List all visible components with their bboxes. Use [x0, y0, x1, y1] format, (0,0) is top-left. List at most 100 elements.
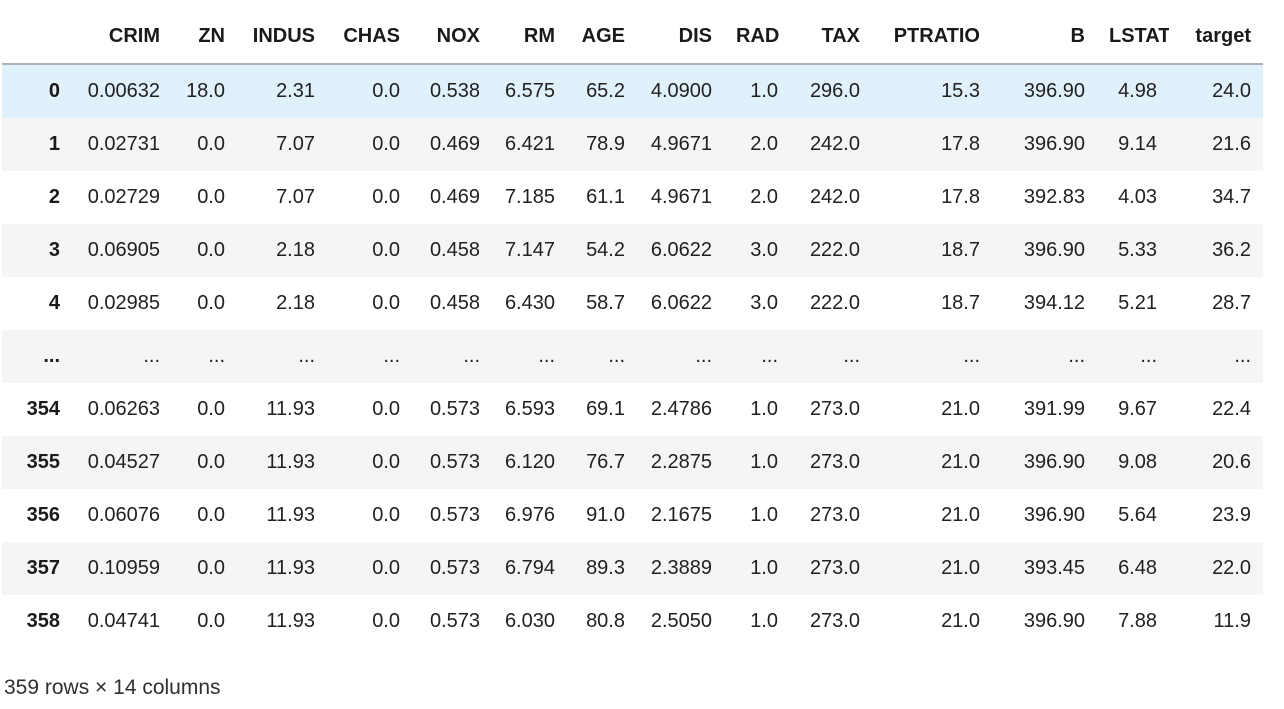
- table-cell: 1.0: [750, 504, 778, 526]
- table-cell: 9.08: [1118, 451, 1157, 473]
- table-cell: 0.02729: [87, 186, 160, 208]
- table-cell: 6.0622: [650, 239, 712, 261]
- table-cell: 0.0: [372, 504, 400, 526]
- table-cell: 54.2: [586, 239, 625, 261]
- table-cell: 0.06263: [87, 398, 160, 420]
- table-cell: 273.0: [809, 557, 860, 579]
- row-index-cell: 355: [26, 451, 60, 473]
- table-cell: 0.573: [429, 398, 480, 420]
- table-header: CRIM ZN INDUS CHAS NOX RM AGE DIS RAD TAX PTRATIO B…: [2, 10, 1263, 65]
- table-cell: 0.0: [197, 133, 225, 155]
- table-cell: 11.93: [266, 557, 315, 579]
- column-header-b: B: [992, 10, 1097, 65]
- table-cell: 1.0: [750, 451, 778, 473]
- table-cell: 18.7: [941, 239, 980, 261]
- table-cell: 17.8: [941, 186, 980, 208]
- table-cell: 11.9: [1213, 610, 1251, 632]
- table-cell: 3.0: [750, 292, 778, 314]
- table-cell: 0.0: [197, 451, 225, 473]
- table-cell: 242.0: [809, 186, 860, 208]
- table-cell: 15.3: [941, 80, 980, 102]
- table-cell: ...: [963, 345, 980, 367]
- table-cell: 0.0: [197, 610, 225, 632]
- row-index-cell: ...: [43, 345, 60, 367]
- table-cell: ...: [1068, 345, 1085, 367]
- table-cell: 2.5050: [650, 610, 712, 632]
- row-index-cell: 3: [48, 239, 60, 261]
- table-cell: 22.4: [1212, 398, 1251, 420]
- table-cell: 65.2: [586, 80, 625, 102]
- row-index-cell: 4: [48, 292, 60, 314]
- table-cell: 4.03: [1118, 186, 1157, 208]
- table-row: 356 0.06076 0.0 11.93 0.0 0.573 6.976 91.0 2.167…: [2, 489, 1263, 542]
- table-cell: 7.185: [504, 186, 555, 208]
- table-cell: 222.0: [809, 292, 860, 314]
- table-cell: 18.7: [941, 292, 980, 314]
- table-cell: 11.93: [266, 504, 315, 526]
- table-cell: 6.48: [1118, 557, 1157, 579]
- table-cell: 394.12: [1023, 292, 1085, 314]
- column-header-tax: TAX: [790, 10, 872, 65]
- table-cell: 7.07: [276, 133, 315, 155]
- table-cell: 1.0: [750, 398, 778, 420]
- table-row: 358 0.04741 0.0 11.93 0.0 0.573 6.030 80.8 2.505…: [2, 595, 1263, 648]
- table-cell: 4.9671: [650, 186, 712, 208]
- table-cell: 6.794: [504, 557, 555, 579]
- row-index-cell: 356: [26, 504, 60, 526]
- table-cell: 396.90: [1023, 239, 1085, 261]
- table-cell: 11.93: [266, 451, 315, 473]
- table-cell: 18.0: [186, 80, 225, 102]
- column-header-chas: CHAS: [327, 10, 412, 65]
- table-cell: 11.93: [266, 398, 315, 420]
- table-cell: ...: [298, 345, 315, 367]
- table-cell: 0.04741: [87, 610, 160, 632]
- table-cell: 23.9: [1212, 504, 1251, 526]
- table-cell: 2.18: [276, 239, 315, 261]
- table-cell: 0.0: [197, 504, 225, 526]
- column-header-crim: CRIM: [72, 10, 172, 65]
- table-cell: 242.0: [809, 133, 860, 155]
- table-cell: 0.02731: [87, 133, 160, 155]
- row-index-cell: 0: [48, 80, 60, 102]
- corner-blank-header: [2, 10, 72, 65]
- table-cell: ...: [208, 345, 225, 367]
- table-cell: 28.7: [1212, 292, 1251, 314]
- table-cell: 36.2: [1212, 239, 1251, 261]
- table-cell: 17.8: [941, 133, 980, 155]
- table-cell: ...: [695, 345, 712, 367]
- row-column-summary: 359 rows × 14 columns: [4, 676, 221, 699]
- table-cell: 0.0: [372, 557, 400, 579]
- table-cell: 61.1: [586, 186, 625, 208]
- table-cell: 2.0: [750, 186, 778, 208]
- table-cell: ...: [143, 345, 160, 367]
- table-cell: 0.469: [429, 186, 480, 208]
- table-cell: ...: [463, 345, 480, 367]
- table-cell: 7.88: [1118, 610, 1157, 632]
- table-cell: 4.9671: [650, 133, 712, 155]
- table-cell: 1.0: [750, 610, 778, 632]
- table-cell: 0.573: [429, 504, 480, 526]
- table-cell: 9.67: [1118, 398, 1157, 420]
- table-cell: 0.10959: [87, 557, 160, 579]
- table-cell: 21.0: [941, 557, 980, 579]
- table-cell: 7.07: [276, 186, 315, 208]
- table-cell: 20.6: [1212, 451, 1251, 473]
- table-cell: 2.18: [276, 292, 315, 314]
- table-cell: ...: [761, 345, 778, 367]
- table-cell: 9.14: [1118, 133, 1157, 155]
- table-cell: 296.0: [809, 80, 860, 102]
- table-row: 2 0.02729 0.0 7.07 0.0 0.469 7.185 61.1 4.9671 2.…: [2, 171, 1263, 224]
- table-cell: 0.06905: [87, 239, 160, 261]
- table-row: 354 0.06263 0.0 11.93 0.0 0.573 6.593 69.1 2.478…: [2, 383, 1263, 436]
- table-cell: 396.90: [1023, 80, 1085, 102]
- table-cell: 0.0: [372, 610, 400, 632]
- table-cell: 273.0: [809, 451, 860, 473]
- table-cell: 6.593: [504, 398, 555, 420]
- table-cell: 396.90: [1023, 504, 1085, 526]
- table-cell: 3.0: [750, 239, 778, 261]
- table-cell: ...: [608, 345, 625, 367]
- row-index-cell: 357: [26, 557, 60, 579]
- table-cell: 6.976: [504, 504, 555, 526]
- table-cell: 0.573: [429, 610, 480, 632]
